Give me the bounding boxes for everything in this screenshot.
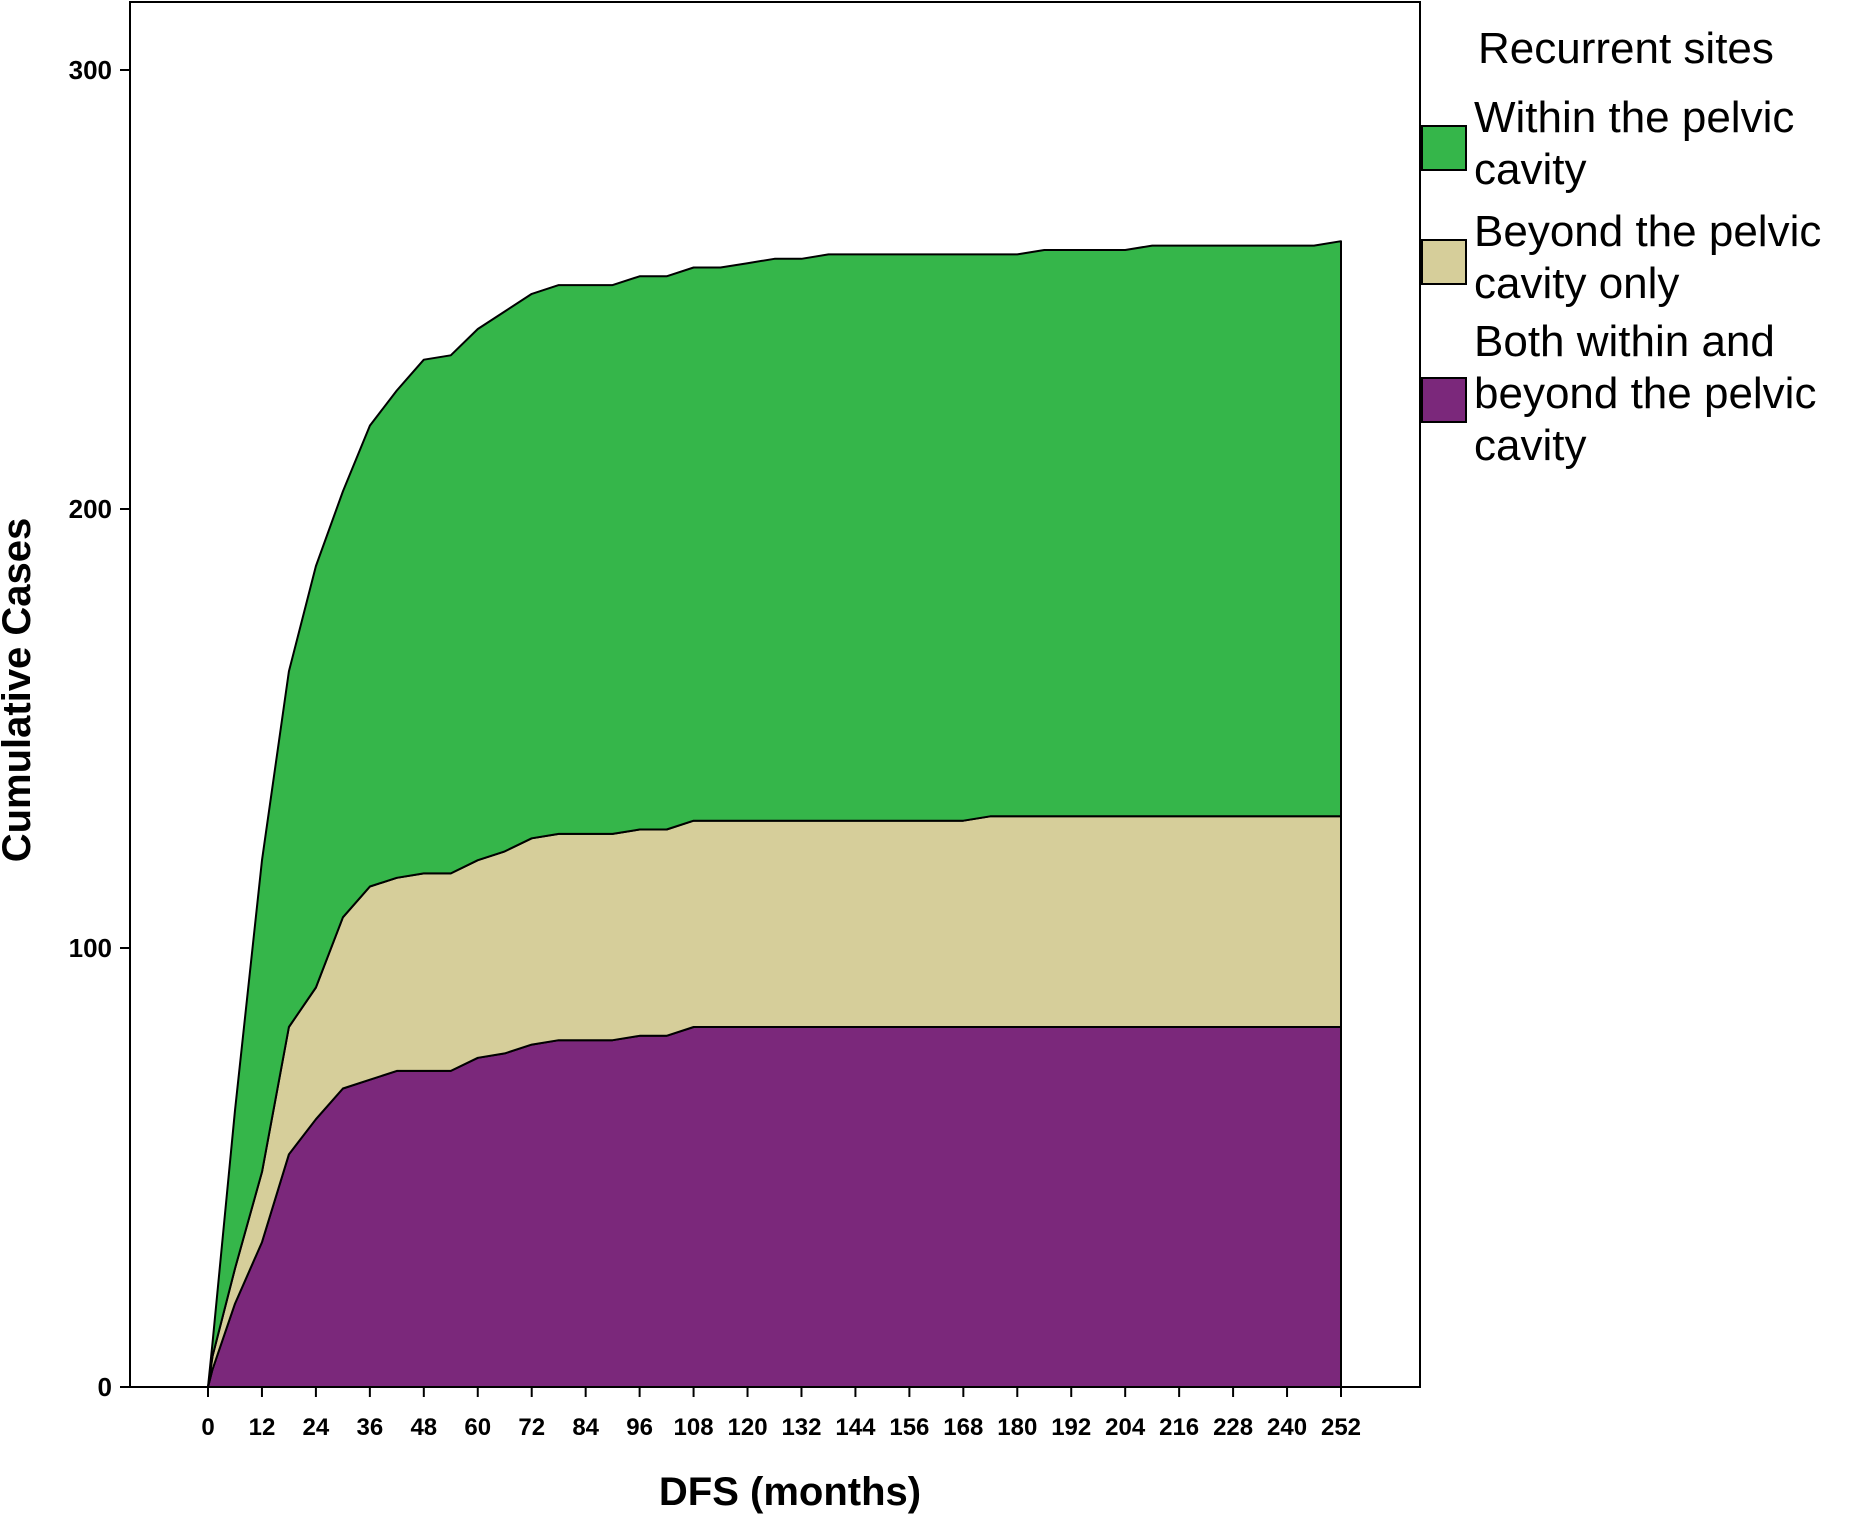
y-tick-label: 100 bbox=[69, 933, 112, 963]
x-tick-label: 48 bbox=[410, 1414, 437, 1441]
area-series-3 bbox=[207, 240, 1342, 1388]
x-tick-label: 0 bbox=[201, 1414, 214, 1441]
x-tick-label: 108 bbox=[674, 1414, 714, 1441]
x-tick-label: 96 bbox=[626, 1414, 653, 1441]
x-tick-label: 84 bbox=[572, 1414, 599, 1441]
x-tick-label: 24 bbox=[303, 1414, 330, 1441]
y-axis-title: Cumulative Cases bbox=[0, 518, 39, 863]
x-tick-label: 132 bbox=[781, 1414, 821, 1441]
x-tick-label: 36 bbox=[357, 1414, 384, 1441]
x-tick-label: 156 bbox=[889, 1414, 929, 1441]
x-tick-label: 192 bbox=[1051, 1414, 1091, 1441]
x-tick-label: 240 bbox=[1267, 1414, 1307, 1441]
legend-label-line: Beyond the pelvic bbox=[1474, 207, 1821, 256]
x-tick-label: 252 bbox=[1321, 1414, 1361, 1441]
x-axis-title: DFS (months) bbox=[659, 1470, 921, 1514]
y-tick-label: 200 bbox=[69, 494, 112, 524]
x-tick-label: 168 bbox=[943, 1414, 983, 1441]
areas-layer bbox=[207, 240, 1342, 1388]
x-tick-label: 228 bbox=[1213, 1414, 1253, 1441]
x-tick-label: 216 bbox=[1159, 1414, 1199, 1441]
legend-label-line: beyond the pelvic bbox=[1474, 369, 1816, 418]
area-series-1 bbox=[207, 1026, 1342, 1388]
legend-swatch bbox=[1421, 125, 1467, 171]
x-tick-label: 72 bbox=[518, 1414, 545, 1441]
y-tick-label: 300 bbox=[69, 55, 112, 85]
x-tick-label: 144 bbox=[835, 1414, 876, 1441]
legend-label-line: cavity bbox=[1474, 145, 1586, 194]
x-tick-label: 204 bbox=[1105, 1414, 1146, 1441]
legend-label-line: cavity only bbox=[1474, 259, 1679, 308]
ticks-layer: 0 100 200 300 0 12 24 36 48 60 72 84 96 108 120 132 144 1… bbox=[69, 55, 1361, 1441]
y-tick-label: 0 bbox=[98, 1372, 112, 1402]
x-tick-label: 60 bbox=[464, 1414, 491, 1441]
x-tick-label: 180 bbox=[997, 1414, 1037, 1441]
x-tick-label: 12 bbox=[249, 1414, 276, 1441]
x-tick-label: 120 bbox=[728, 1414, 768, 1441]
legend: Recurrent sites Within the pelviccavityB… bbox=[1421, 24, 1821, 470]
legend-label-line: Within the pelvic bbox=[1474, 93, 1794, 142]
legend-swatch bbox=[1421, 377, 1467, 423]
legend-swatch bbox=[1421, 239, 1467, 285]
legend-label-line: Both within and bbox=[1474, 317, 1775, 366]
legend-title: Recurrent sites bbox=[1478, 24, 1774, 73]
legend-label-line: cavity bbox=[1474, 421, 1586, 470]
